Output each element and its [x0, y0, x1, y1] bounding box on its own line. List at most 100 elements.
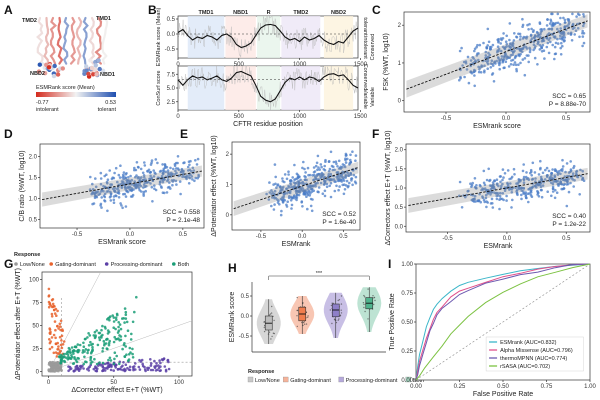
data-point [565, 177, 568, 181]
data-point [123, 185, 127, 189]
data-point [354, 181, 358, 185]
data-point [540, 39, 544, 43]
data-point [522, 163, 525, 166]
domain-residue [86, 71, 91, 77]
data-point [85, 360, 88, 364]
y-tick-label: 50 [32, 323, 39, 329]
data-point [86, 351, 89, 355]
data-point [159, 369, 162, 372]
panel-a-structure: TMD2 TMD1 NBD2 NBD1 ESMRank score (Mean)… [22, 16, 116, 113]
data-point [93, 330, 97, 334]
data-point [150, 362, 153, 365]
data-point [123, 355, 127, 359]
x-axis-label: ΔCorrector effect E+T (%WT) [71, 387, 162, 394]
data-point [190, 170, 193, 173]
data-point [354, 154, 358, 157]
data-point [149, 163, 153, 166]
data-point [465, 193, 468, 197]
data-point [509, 63, 513, 66]
data-point [122, 171, 126, 174]
data-point [488, 45, 492, 49]
y-tick-label: 2.0 [29, 155, 38, 161]
data-point [496, 194, 500, 197]
data-point [473, 197, 476, 201]
data-point [567, 190, 571, 194]
data-point [98, 338, 102, 342]
data-point [540, 195, 544, 199]
data-point [548, 36, 552, 40]
data-point [185, 177, 188, 181]
data-point [142, 194, 145, 197]
data-point [127, 358, 131, 361]
domain-residue [44, 62, 49, 67]
stat-label: SCC = 0.40 [552, 213, 586, 220]
data-point [484, 59, 487, 62]
data-point [114, 166, 118, 170]
data-point [576, 27, 580, 30]
data-point [505, 34, 509, 38]
data-point [128, 368, 132, 372]
data-point [57, 345, 60, 348]
data-point [63, 355, 66, 358]
data-point [94, 366, 98, 370]
data-point [51, 302, 55, 306]
domain-label-nbd2: NBD2 [331, 10, 346, 16]
data-point [109, 192, 113, 195]
data-point [539, 188, 543, 192]
data-point [538, 43, 542, 47]
data-point [91, 345, 94, 349]
data-point [502, 176, 505, 179]
jitter-point [340, 303, 343, 305]
data-point [571, 178, 575, 181]
data-point [144, 189, 147, 193]
data-point [538, 22, 542, 26]
domain-residue [46, 65, 52, 70]
data-point [105, 180, 109, 184]
legend-marker [49, 262, 53, 266]
data-point [302, 160, 305, 164]
data-point [138, 368, 142, 371]
data-point [511, 41, 515, 44]
jitter-point [337, 319, 339, 321]
data-point [106, 186, 110, 190]
chart-e-scatter: -0.5 0.0 0.5 0 1 2 ESMrank ΔPotentiator effect … [211, 135, 361, 248]
data-point [91, 349, 94, 353]
data-point [89, 355, 93, 359]
data-point [539, 167, 542, 171]
data-point [507, 56, 510, 60]
data-point [189, 173, 192, 176]
data-point [306, 166, 310, 170]
chart-d-scatter: -0.5 0.0 0.5 0.5 1.0 1.5 2.0 ESMrank score C/B r… [19, 143, 205, 246]
data-point [491, 181, 495, 184]
data-point [99, 202, 103, 206]
y-tick-label: 1 [226, 182, 230, 188]
data-point [559, 172, 562, 176]
data-point [516, 182, 520, 185]
data-point [133, 166, 136, 170]
data-point [177, 168, 181, 172]
data-point [150, 185, 154, 189]
data-point [138, 179, 142, 182]
data-point [504, 186, 508, 190]
data-point [500, 57, 503, 61]
data-point [117, 196, 121, 199]
data-point [567, 32, 570, 35]
y-axis-label: ConSurf score [156, 70, 162, 105]
data-point [460, 206, 464, 209]
data-point [582, 13, 585, 16]
data-point [146, 366, 149, 370]
data-point [536, 191, 540, 195]
data-point [493, 61, 496, 64]
data-point [325, 185, 329, 189]
data-point [553, 22, 556, 26]
data-point [540, 29, 544, 33]
data-point [492, 183, 495, 186]
data-point [285, 177, 289, 181]
data-point [50, 312, 54, 316]
data-point [134, 186, 138, 190]
data-point [301, 205, 304, 208]
data-point [272, 183, 275, 186]
data-point [521, 50, 524, 54]
data-point [182, 169, 185, 173]
data-point [286, 200, 290, 203]
